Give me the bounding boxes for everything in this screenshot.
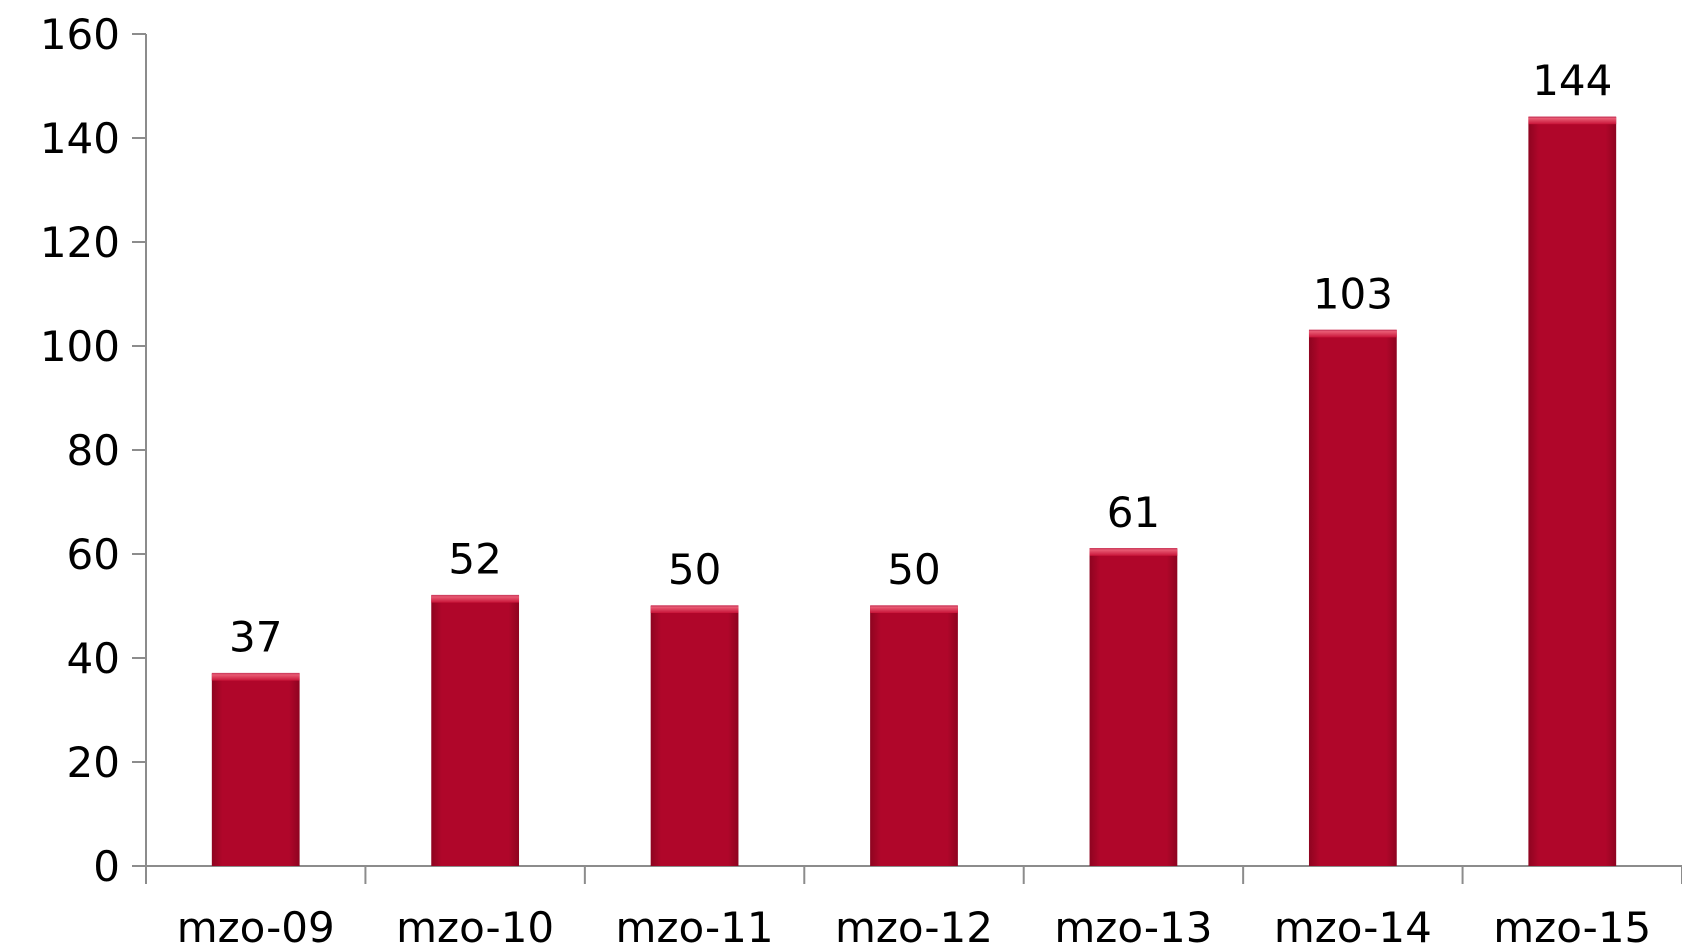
bar-group bbox=[431, 594, 520, 866]
bar-group bbox=[650, 605, 739, 866]
x-tick-label: mzo-15 bbox=[1493, 903, 1651, 950]
bar bbox=[1089, 548, 1178, 866]
bar-group bbox=[1089, 548, 1178, 866]
bar-top-highlight bbox=[650, 606, 739, 613]
bar-top-highlight bbox=[431, 595, 520, 603]
x-axis: mzo-09 mzo-10 mzo-11 mzo-12 mzo-13 mzo-14 mzo-… bbox=[145, 865, 1682, 950]
bar bbox=[211, 673, 300, 866]
bar-group bbox=[211, 672, 300, 866]
bar-group bbox=[870, 605, 958, 866]
bar-group bbox=[1528, 116, 1617, 866]
bar-group bbox=[1308, 329, 1397, 866]
bar-top-highlight bbox=[870, 606, 958, 613]
y-tick-label: 0 bbox=[93, 842, 120, 891]
bar-value-label: 50 bbox=[887, 545, 940, 594]
y-tick-label: 80 bbox=[67, 426, 120, 475]
bar-top-highlight bbox=[1528, 117, 1617, 125]
y-tick-label: 60 bbox=[67, 530, 120, 579]
bar-value-label: 61 bbox=[1107, 488, 1160, 537]
y-tick-label: 140 bbox=[40, 114, 120, 163]
bar-value-label: 103 bbox=[1313, 269, 1393, 318]
bar-value-label: 144 bbox=[1532, 56, 1612, 105]
y-axis: 0 20 40 60 80 100 120 140 160 bbox=[40, 10, 147, 891]
bar-top-highlight bbox=[1089, 548, 1178, 556]
y-tick-label: 120 bbox=[40, 218, 120, 267]
x-tick-label: mzo-10 bbox=[396, 903, 554, 950]
bar-value-label: 37 bbox=[229, 613, 282, 662]
bar-top-highlight bbox=[211, 673, 300, 681]
bar bbox=[650, 606, 739, 866]
data-labels: 37 52 50 50 61 103 144 bbox=[229, 56, 1612, 661]
x-tick-label: mzo-11 bbox=[616, 903, 774, 950]
x-tick-label: mzo-13 bbox=[1054, 903, 1212, 950]
bar bbox=[870, 606, 958, 866]
x-tick-label: mzo-14 bbox=[1274, 903, 1432, 950]
y-tick-label: 40 bbox=[67, 634, 120, 683]
y-tick-label: 160 bbox=[40, 10, 120, 59]
y-tick-label: 100 bbox=[40, 322, 120, 371]
bar bbox=[431, 595, 520, 866]
bar-top-highlight bbox=[1308, 330, 1397, 338]
bars bbox=[211, 116, 1617, 866]
bar-value-label: 50 bbox=[668, 545, 721, 594]
bar bbox=[1528, 117, 1617, 866]
y-tick-label: 20 bbox=[67, 738, 120, 787]
bar bbox=[1308, 330, 1397, 866]
x-tick-label: mzo-09 bbox=[177, 903, 335, 950]
x-tick-label: mzo-12 bbox=[835, 903, 993, 950]
bar-value-label: 52 bbox=[448, 535, 501, 584]
